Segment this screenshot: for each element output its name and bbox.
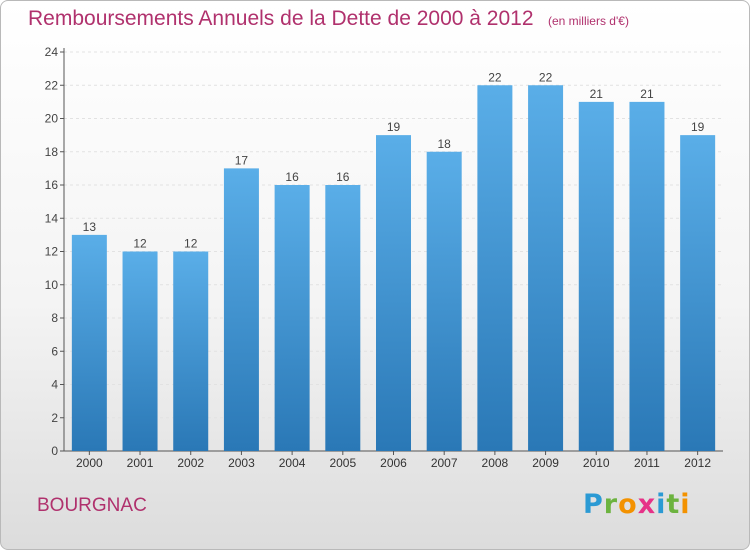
data-label: 22 bbox=[539, 70, 553, 84]
logo-letter: o bbox=[618, 489, 638, 520]
bar bbox=[680, 135, 716, 451]
y-tick-label: 6 bbox=[51, 344, 58, 358]
logo-letter: t bbox=[666, 489, 681, 520]
logo-letter: x bbox=[637, 489, 657, 520]
y-tick-label: 16 bbox=[45, 178, 59, 192]
logo-letter: r bbox=[603, 489, 619, 520]
data-label: 18 bbox=[438, 137, 452, 151]
y-tick-label: 8 bbox=[51, 311, 58, 325]
data-label: 21 bbox=[590, 87, 604, 101]
y-tick-label: 20 bbox=[45, 112, 59, 126]
x-tick-label: 2004 bbox=[279, 456, 306, 470]
data-label: 13 bbox=[83, 220, 97, 234]
bar bbox=[578, 101, 614, 451]
x-tick-label: 2000 bbox=[76, 456, 103, 470]
y-tick-label: 0 bbox=[51, 444, 58, 458]
y-tick-label: 10 bbox=[45, 278, 59, 292]
bar bbox=[173, 251, 209, 451]
commune-name: BOURGNAC bbox=[37, 495, 147, 516]
data-label: 16 bbox=[285, 170, 299, 184]
bar bbox=[376, 135, 411, 451]
x-tick-label: 2002 bbox=[177, 456, 204, 470]
bar bbox=[122, 251, 158, 451]
y-tick-label: 4 bbox=[51, 378, 58, 392]
x-tick-label: 2005 bbox=[329, 456, 356, 470]
y-tick-label: 2 bbox=[51, 411, 58, 425]
data-label: 21 bbox=[640, 87, 654, 101]
logo-letter: i bbox=[656, 489, 667, 520]
data-label: 16 bbox=[336, 170, 350, 184]
x-tick-label: 2008 bbox=[482, 456, 509, 470]
chart-title-main: Remboursements Annuels de la Dette de 20… bbox=[28, 7, 534, 30]
y-tick-label: 24 bbox=[45, 45, 59, 59]
bar bbox=[274, 185, 310, 451]
data-label: 12 bbox=[133, 237, 147, 251]
y-tick-label: 14 bbox=[45, 211, 59, 225]
x-tick-label: 2009 bbox=[532, 456, 559, 470]
data-label: 12 bbox=[184, 237, 198, 251]
bar bbox=[426, 151, 462, 451]
bar bbox=[528, 85, 564, 451]
x-tick-label: 2006 bbox=[380, 456, 407, 470]
chart-title: Remboursements Annuels de la Dette de 20… bbox=[28, 7, 629, 31]
bar bbox=[71, 234, 107, 451]
logo-letter: i bbox=[680, 489, 691, 520]
x-tick-label: 2011 bbox=[634, 456, 660, 470]
x-tick-label: 2012 bbox=[684, 456, 711, 470]
y-tick-label: 12 bbox=[45, 245, 59, 259]
y-tick-label: 18 bbox=[45, 145, 59, 159]
data-label: 17 bbox=[235, 153, 249, 167]
bar bbox=[477, 85, 513, 451]
chart-title-unit: (en milliers d'€) bbox=[547, 14, 629, 28]
x-tick-label: 2003 bbox=[228, 456, 255, 470]
bar bbox=[325, 185, 361, 451]
proxiti-logo: Proxiti bbox=[583, 489, 691, 520]
logo-letter: P bbox=[583, 489, 604, 520]
data-label: 19 bbox=[691, 120, 705, 134]
bar bbox=[223, 168, 259, 451]
data-label: 19 bbox=[387, 120, 401, 134]
x-tick-label: 2007 bbox=[431, 456, 458, 470]
bar bbox=[629, 101, 665, 451]
x-tick-label: 2001 bbox=[127, 456, 154, 470]
y-tick-label: 22 bbox=[45, 78, 59, 92]
data-label: 22 bbox=[488, 70, 502, 84]
x-tick-label: 2010 bbox=[583, 456, 610, 470]
